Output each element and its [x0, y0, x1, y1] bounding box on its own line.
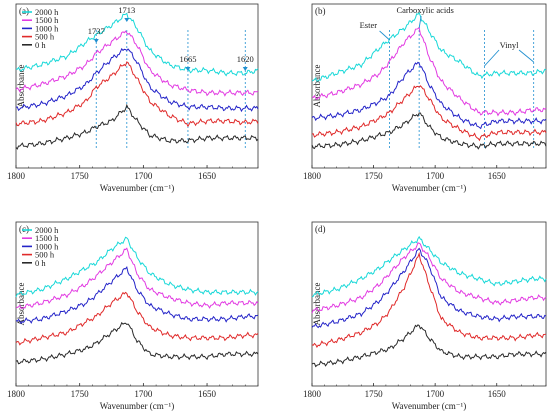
x-tick-label: 1650: [198, 171, 217, 181]
legend-label: 1000 h: [35, 241, 59, 251]
plot-frame: [311, 3, 547, 169]
series-line-2000h: [311, 11, 547, 82]
series-line-1500h: [15, 247, 259, 309]
series-line-0h: [311, 112, 547, 150]
peak-label: 1620: [237, 54, 254, 64]
x-tick-label: 1700: [134, 389, 153, 399]
x-axis-title: Wavenumber (cm⁻¹): [392, 401, 466, 411]
x-tick-label: 1650: [488, 171, 507, 181]
x-axis-title: Wavenumber (cm⁻¹): [100, 183, 174, 193]
legend-label: 2000 h: [35, 225, 59, 235]
x-tick-label: 1800: [7, 171, 26, 181]
panel-b: 1800 1750 1700 1650 Wavenumber (cm⁻¹) Absorba…: [303, 3, 547, 193]
panel-c: 1800 1750 1700 1650 Wavenumber (cm⁻¹) Absorba…: [7, 221, 259, 411]
series-line-1500h: [311, 26, 547, 117]
legend-label: 1500 h: [35, 233, 59, 243]
x-tick-label: 1800: [303, 389, 322, 399]
series-line-1000h: [15, 265, 259, 325]
peak-arrow: [93, 39, 99, 43]
series-line-1500h: [15, 30, 259, 97]
x-tick-label: 1750: [71, 171, 90, 181]
x-tick-label: 1750: [365, 171, 384, 181]
legend-label: 0 h: [35, 258, 46, 268]
peak-label: 1737: [88, 26, 105, 36]
panel-label: (a): [19, 6, 29, 16]
x-tick-label: 1650: [198, 389, 217, 399]
annotation-label: Carboxylic acids: [396, 5, 453, 15]
x-tick-label: 1700: [426, 389, 445, 399]
legend-label: 1500 h: [35, 15, 59, 25]
plot-frame: [15, 221, 259, 387]
y-axis-title: Absorbance: [312, 65, 322, 108]
series-line-0h: [311, 324, 547, 368]
peak-arrow: [124, 18, 130, 22]
plot-frame: [311, 221, 547, 387]
legend-label: 1000 h: [35, 23, 59, 33]
series-line-500h: [311, 85, 547, 142]
annotation-arrow: [518, 49, 534, 63]
annotation-label: Vinyl: [500, 40, 519, 50]
x-tick-label: 1800: [303, 171, 322, 181]
x-tick-label: 1700: [426, 171, 445, 181]
series-line-2000h: [15, 12, 259, 77]
x-axis-title: Wavenumber (cm⁻¹): [392, 183, 466, 193]
annotation-arrow: [484, 49, 500, 67]
legend-label: 2000 h: [35, 7, 59, 17]
series-line-1000h: [311, 61, 547, 130]
panel-d: 1800 1750 1700 1650 Wavenumber (cm⁻¹) Absorba…: [303, 221, 547, 411]
series-line-1000h: [15, 47, 259, 113]
panel-label: (d): [315, 224, 326, 234]
series-line-500h: [15, 291, 259, 346]
peak-label: 1713: [118, 5, 135, 15]
x-tick-label: 1800: [7, 389, 26, 399]
panel-a: 1800 1750 1700 1650 Wavenumber (cm⁻¹) Absorba…: [7, 3, 259, 193]
panel-label: (b): [315, 6, 326, 16]
y-axis-title: Absorbance: [312, 283, 322, 326]
y-axis-title: Absorbance: [16, 283, 26, 326]
x-tick-label: 1750: [71, 389, 90, 399]
series-line-1000h: [311, 247, 547, 329]
panel-label: (c): [19, 224, 29, 234]
plot-frame: [15, 3, 259, 169]
series-line-1500h: [311, 242, 547, 314]
series-line-2000h: [311, 235, 547, 298]
x-tick-label: 1700: [134, 171, 153, 181]
annotation-arrow: [418, 15, 422, 29]
series-line-0h: [15, 321, 259, 365]
x-tick-label: 1750: [365, 389, 384, 399]
legend-label: 500 h: [35, 250, 55, 260]
annotation-arrow: [379, 30, 390, 41]
series-line-500h: [15, 61, 259, 128]
x-axis-title: Wavenumber (cm⁻¹): [100, 401, 174, 411]
series-line-0h: [15, 103, 259, 150]
series-line-2000h: [15, 236, 259, 298]
y-axis-title: Absorbance: [16, 65, 26, 108]
peak-arrow: [242, 67, 248, 71]
peak-arrow: [185, 67, 191, 71]
series-line-500h: [311, 251, 547, 348]
legend-label: 0 h: [35, 40, 46, 50]
peak-label: 1665: [179, 54, 196, 64]
x-tick-label: 1650: [488, 389, 507, 399]
legend-label: 500 h: [35, 32, 55, 42]
annotation-label: Ester: [360, 20, 378, 30]
